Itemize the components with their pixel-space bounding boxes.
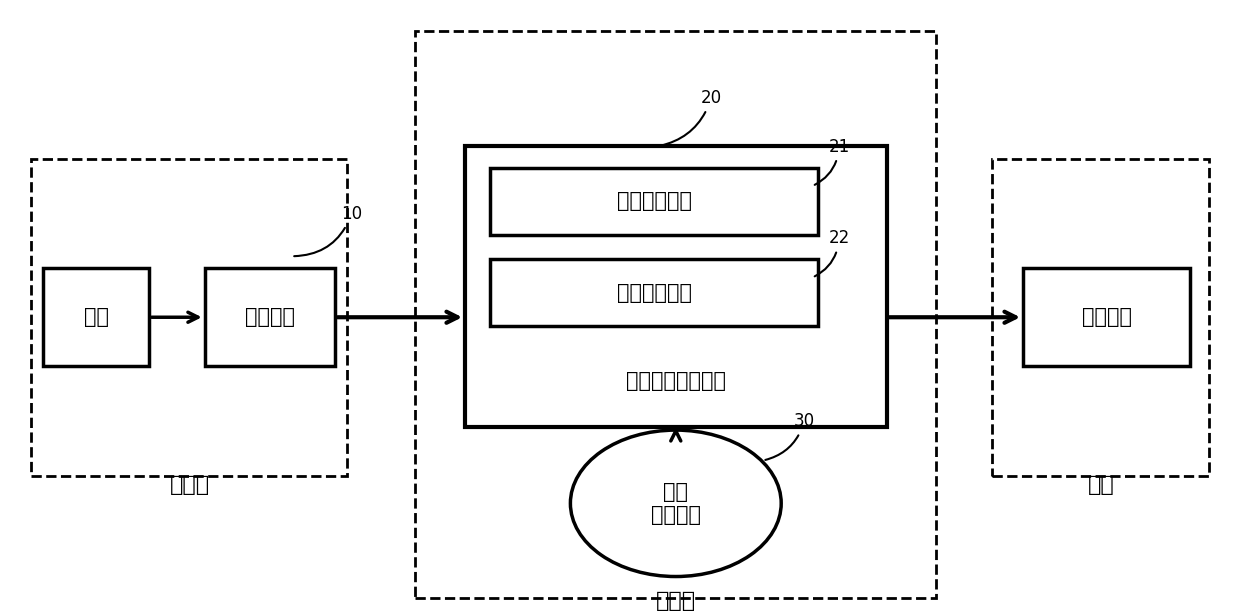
Text: 安全用药审查: 安全用药审查 [616,283,692,303]
Text: 执行医嘱: 执行医嘱 [1081,307,1132,327]
Bar [205,268,335,366]
Text: 诊室外: 诊室外 [170,475,210,495]
Text: 20: 20 [660,89,722,146]
Ellipse shape [570,430,781,576]
Bar [465,147,887,427]
Bar [43,268,149,366]
Bar [992,159,1209,476]
Text: 30: 30 [765,412,815,460]
Text: 治疗用药推荐: 治疗用药推荐 [616,191,692,211]
Text: 患者: 患者 [83,307,109,327]
Text: 10: 10 [294,205,362,256]
Text: 诊室内: 诊室内 [656,591,696,611]
Text: 21: 21 [815,137,849,185]
Bar [490,259,818,326]
Text: 用药决策支持模块: 用药决策支持模块 [626,371,725,391]
Text: 交互模块: 交互模块 [244,307,295,327]
Text: 22: 22 [815,229,849,276]
Bar [415,31,936,598]
Text: 药品
知识图谱: 药品 知识图谱 [651,482,701,525]
Bar [31,159,347,476]
Bar [490,168,818,235]
Text: 取药: 取药 [1087,475,1115,495]
Bar [1023,268,1190,366]
